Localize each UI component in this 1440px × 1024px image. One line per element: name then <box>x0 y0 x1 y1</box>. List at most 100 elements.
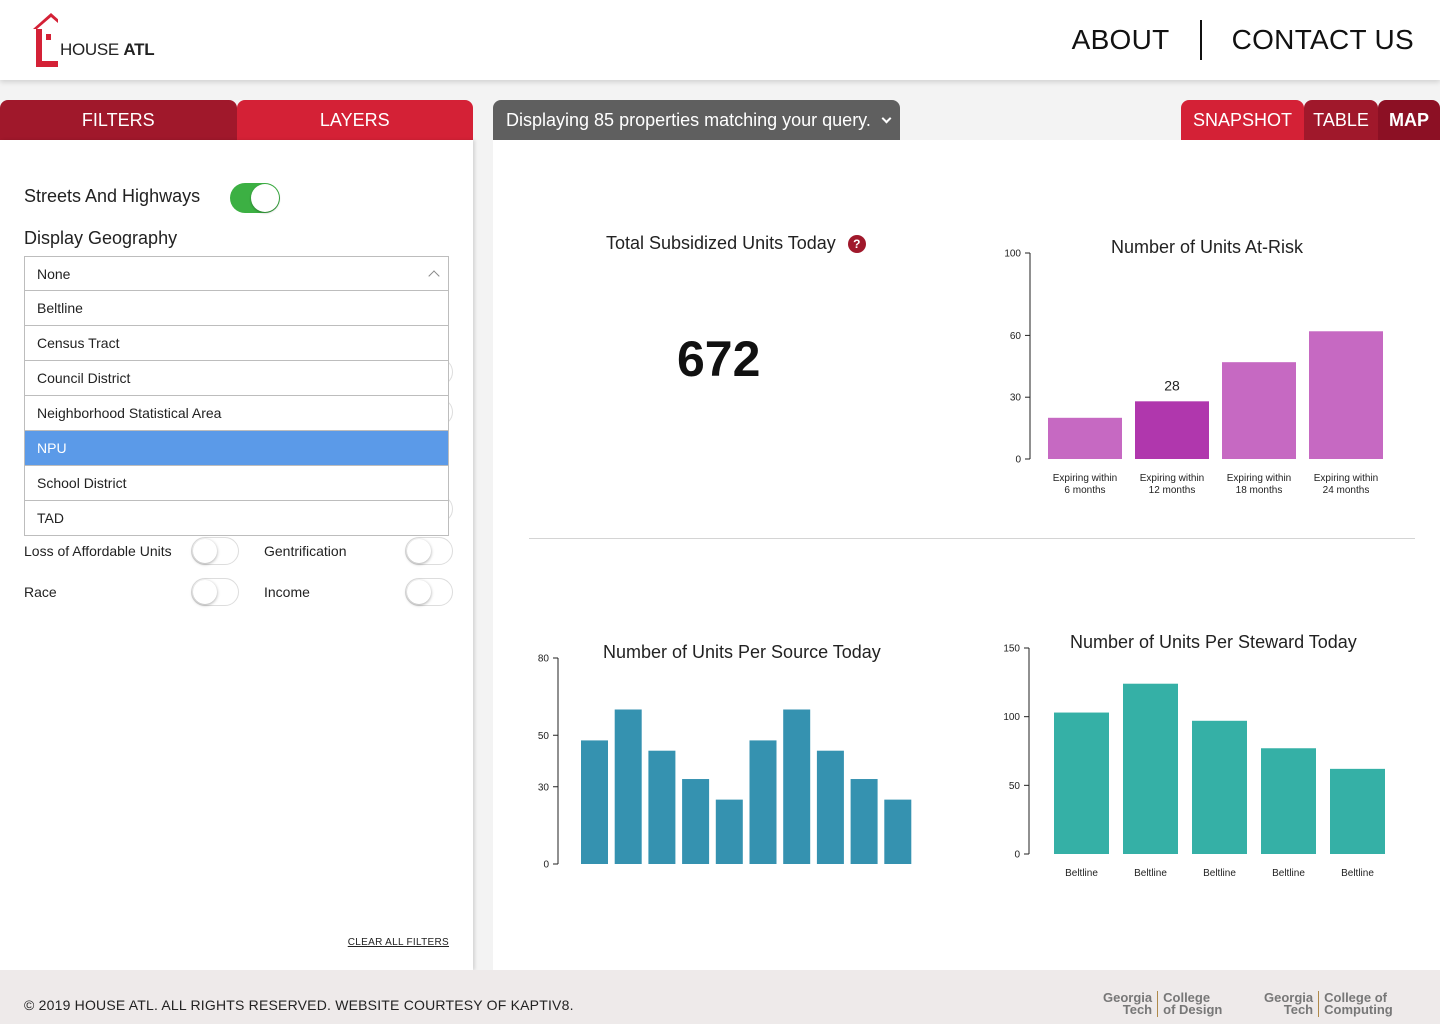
x-tick-label: 18 months <box>1236 485 1283 496</box>
tab-filters[interactable]: FILTERS <box>0 100 237 140</box>
y-tick-label: 30 <box>538 782 550 793</box>
x-tick-label: 12 months <box>1149 485 1196 496</box>
gt-college-of-computing-logo: Georgia Tech College of Computing <box>1264 991 1393 1017</box>
query-summary-text: Displaying 85 properties matching your q… <box>506 109 871 130</box>
race-label: Race <box>24 584 57 600</box>
streets-highways-toggle[interactable] <box>230 183 280 213</box>
logo-divider <box>1157 991 1159 1017</box>
y-tick-label: 150 <box>1003 644 1020 655</box>
x-tick-label: Expiring within <box>1314 473 1378 484</box>
bar <box>749 740 777 864</box>
geography-dropdown[interactable]: None Beltline Census Tract Council Distr… <box>24 256 449 536</box>
site-footer: © 2019 HOUSE ATL. ALL RIGHTS RESERVED. W… <box>0 970 1440 1024</box>
tab-layers[interactable]: LAYERS <box>236 100 473 140</box>
bar <box>1123 683 1178 854</box>
nav-divider <box>1199 20 1202 60</box>
y-tick-label: 50 <box>1009 781 1021 792</box>
logo-text: Computing <box>1324 1002 1393 1017</box>
bar <box>1192 720 1247 854</box>
help-icon[interactable]: ? <box>847 234 866 253</box>
streets-highways-label: Streets And Highways <box>24 186 201 206</box>
bar <box>614 709 642 864</box>
logo-text: Tech <box>1122 1002 1153 1017</box>
geography-option[interactable]: Council District <box>24 361 449 396</box>
geography-option[interactable]: Beltline <box>24 291 449 326</box>
x-tick-label: Beltline <box>1203 868 1236 879</box>
geography-option-highlighted[interactable]: NPU <box>24 431 449 466</box>
bar <box>1135 401 1209 459</box>
nav-about-link[interactable]: ABOUT <box>1071 24 1170 55</box>
nav-contact-link[interactable]: CONTACT US <box>1231 24 1414 55</box>
bar <box>1309 331 1383 459</box>
x-tick-label: Expiring within <box>1140 473 1204 484</box>
kpi-title-text: Total Subsidized Units Today <box>606 233 836 253</box>
bar <box>1330 768 1385 854</box>
bar <box>715 799 743 864</box>
layers-panel: Streets And Highways Display Geography N… <box>0 140 473 970</box>
tab-map[interactable]: MAP <box>1378 100 1440 140</box>
geography-option[interactable]: Census Tract <box>24 326 449 361</box>
bar <box>884 799 912 864</box>
copyright-text: © 2019 HOUSE ATL. ALL RIGHTS RESERVED. W… <box>24 997 574 1013</box>
site-header: HOUSE ATL ABOUT CONTACT US <box>0 0 1440 80</box>
y-tick-label: 0 <box>1015 455 1021 466</box>
geography-select[interactable]: None <box>24 256 449 291</box>
tab-snapshot[interactable]: SNAPSHOT <box>1181 100 1304 140</box>
toggle-knob <box>193 580 217 604</box>
y-tick-label: 0 <box>543 860 549 871</box>
bar <box>1261 748 1316 854</box>
x-tick-label: Beltline <box>1134 868 1167 879</box>
x-tick-label: 24 months <box>1323 485 1370 496</box>
bar <box>648 750 676 864</box>
logo-text: College <box>1163 990 1211 1005</box>
loss-of-affordable-units-toggle[interactable] <box>191 537 239 565</box>
bar <box>1054 712 1109 854</box>
left-panel-tabs: FILTERS LAYERS <box>0 100 473 140</box>
chevron-down-icon <box>881 113 892 123</box>
y-tick-label: 60 <box>1010 331 1022 342</box>
tab-table[interactable]: TABLE <box>1304 100 1378 140</box>
logo-text: HOUSE ATL <box>60 40 155 59</box>
house-logo-icon <box>33 13 58 67</box>
gentrification-toggle[interactable] <box>405 537 453 565</box>
bar <box>1222 362 1296 459</box>
toggle-knob <box>251 184 279 212</box>
x-tick-label: Beltline <box>1272 868 1305 879</box>
clear-all-filters-link[interactable]: CLEAR ALL FILTERS <box>347 937 449 948</box>
income-label: Income <box>264 584 310 600</box>
y-tick-label: 100 <box>1003 712 1020 723</box>
toggle-knob <box>407 539 431 563</box>
bar <box>850 779 878 864</box>
geography-option[interactable]: Neighborhood Statistical Area <box>24 396 449 431</box>
bar <box>816 750 844 864</box>
race-toggle[interactable] <box>191 578 239 606</box>
logo-text: College of <box>1324 990 1387 1005</box>
logo-text: Tech <box>1283 1002 1314 1017</box>
toggle-knob <box>407 580 431 604</box>
geography-option[interactable]: School District <box>24 466 449 501</box>
source-chart-title: Number of Units Per Source Today <box>603 642 881 662</box>
logo-text: of Design <box>1163 1002 1223 1017</box>
chevron-up-icon <box>428 269 440 282</box>
bar <box>581 740 608 864</box>
x-tick-label: 6 months <box>1064 485 1105 496</box>
bar <box>682 779 710 864</box>
query-summary-dropdown[interactable]: Displaying 85 properties matching your q… <box>493 100 900 140</box>
x-tick-label: Beltline <box>1341 868 1374 879</box>
steward-chart-title: Number of Units Per Steward Today <box>1070 632 1357 652</box>
house-atl-logo[interactable]: HOUSE ATL <box>32 12 155 68</box>
x-tick-label: Expiring within <box>1053 473 1117 484</box>
x-tick-label: Beltline <box>1065 868 1098 879</box>
y-tick-label: 100 <box>1004 249 1021 260</box>
loss-of-affordable-units-label: Loss of Affordable Units <box>24 543 172 559</box>
total-units-value: 672 <box>677 331 761 387</box>
logo-text: Georgia <box>1103 990 1153 1005</box>
geography-option[interactable]: TAD <box>24 501 449 536</box>
bar-data-label: 28 <box>1164 377 1180 393</box>
income-toggle[interactable] <box>405 578 453 606</box>
y-tick-label: 50 <box>538 731 550 742</box>
y-tick-label: 80 <box>538 654 550 665</box>
view-tabs: SNAPSHOT TABLE MAP <box>1181 100 1440 140</box>
top-nav: ABOUT CONTACT US <box>1072 20 1414 60</box>
